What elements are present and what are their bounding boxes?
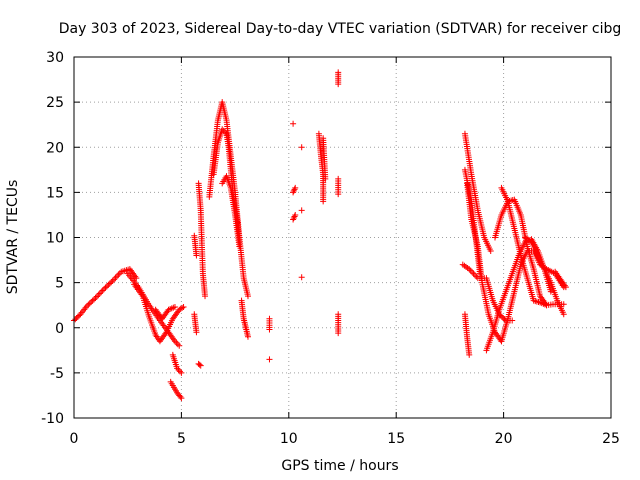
data-point [72,316,79,323]
y-tick-label: -10 [41,411,64,427]
y-tick-label: 20 [46,140,64,156]
data-point [89,297,96,304]
data-point [197,362,204,369]
data-point [236,243,243,250]
y-tick-label: 30 [46,50,64,66]
data-point [88,299,95,306]
data-point [290,120,297,127]
data-point [298,274,305,281]
x-tick-label: 20 [495,431,513,447]
data-point [498,313,505,320]
data-point [85,301,92,308]
data-point [178,395,185,402]
data-point [244,333,251,340]
y-tick-label: -5 [50,366,64,382]
data-point [547,288,554,295]
data-point [335,81,342,88]
data-point [292,184,299,191]
data-point [178,369,185,376]
y-tick-label: 0 [55,321,64,337]
data-point [193,252,200,259]
x-axis-label: GPS time / hours [281,458,398,474]
data-point [133,275,140,282]
axis-ticks: 0 5 10 15 20 25 -10 -5 0 5 10 15 20 25 30 [41,50,620,447]
data-point [102,284,109,291]
data-point [83,303,90,310]
data-point [244,293,251,300]
data-point [193,329,200,336]
data-point [487,248,494,255]
data-point [560,311,567,318]
x-tick-label: 25 [602,431,620,447]
data-point [106,280,113,287]
y-tick-label: 25 [46,95,64,111]
x-tick-label: 0 [70,431,79,447]
grid-lines [74,57,611,418]
data-point [101,285,108,292]
data-points [71,69,569,402]
data-point [562,284,569,291]
data-point [196,361,203,368]
y-tick-label: 10 [46,231,64,247]
data-point [298,144,305,151]
data-point [266,326,273,333]
y-tick-label: 15 [46,185,64,201]
data-point [103,283,110,290]
data-point [86,300,93,307]
data-point [179,304,186,311]
data-point [91,296,98,303]
x-tick-label: 5 [177,431,186,447]
data-point [335,191,342,198]
data-point [292,211,299,218]
y-axis-label: SDTVAR / TECUs [5,180,21,295]
data-point [171,303,178,310]
chart-title: Day 303 of 2023, Sidereal Day-to-day VTE… [59,21,622,37]
data-point [320,198,327,205]
data-point [298,207,305,214]
data-point [76,312,83,319]
data-point [466,351,473,358]
data-point [322,175,329,182]
data-point [202,293,209,300]
data-point [176,342,183,349]
data-point [73,315,80,322]
x-tick-label: 15 [387,431,405,447]
data-point [180,303,187,310]
data-point [335,330,342,337]
data-point [177,393,184,400]
data-point [266,356,273,363]
y-tick-label: 5 [55,276,64,292]
data-point [500,315,507,322]
x-tick-label: 10 [280,431,298,447]
data-point [105,281,112,288]
data-point [74,313,81,320]
data-point [108,279,115,286]
